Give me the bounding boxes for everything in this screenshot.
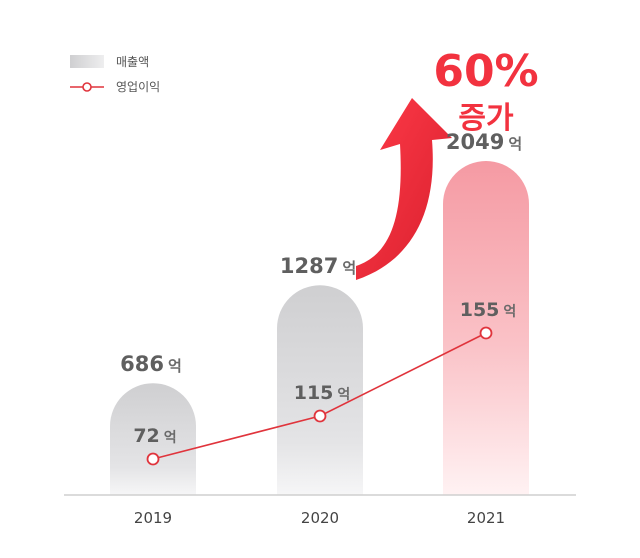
legend-profit-label: 영업이익 [116,80,160,94]
x-tick-label-2020: 2020 [301,509,339,527]
profit-marker-2019 [146,452,160,466]
legend-profit-marker [82,82,92,92]
legend-revenue-label: 매출액 [116,55,149,69]
revenue-bar-2020 [277,285,363,495]
profit-series: 72 억 115 억 155 억 [133,299,517,466]
revenue-bar-2019 [110,383,196,495]
x-tick-label-2021: 2021 [467,509,505,527]
x-axis-ticks: 2019 2020 2021 [134,509,505,527]
profit-value-label-2019: 72 억 [133,425,176,447]
revenue-value-label-2021: 2049 억 [446,130,522,154]
profit-value-label-2021: 155 억 [460,299,517,321]
legend: 매출액 영업이익 [70,55,160,94]
growth-percent: 60% [433,46,538,97]
growth-arrow-icon [356,98,452,280]
profit-marker-2021 [479,326,493,340]
profit-marker-2020 [313,409,327,423]
x-tick-label-2019: 2019 [134,509,172,527]
growth-text: 증가 [458,101,514,136]
profit-value-label-2020: 115 억 [294,382,351,404]
revenue-value-labels: 686 억 1287 억 2049 억 [120,130,522,376]
legend-revenue-swatch [70,55,104,68]
revenue-value-label-2019: 686 억 [120,352,182,376]
revenue-value-label-2020: 1287 억 [280,254,356,278]
